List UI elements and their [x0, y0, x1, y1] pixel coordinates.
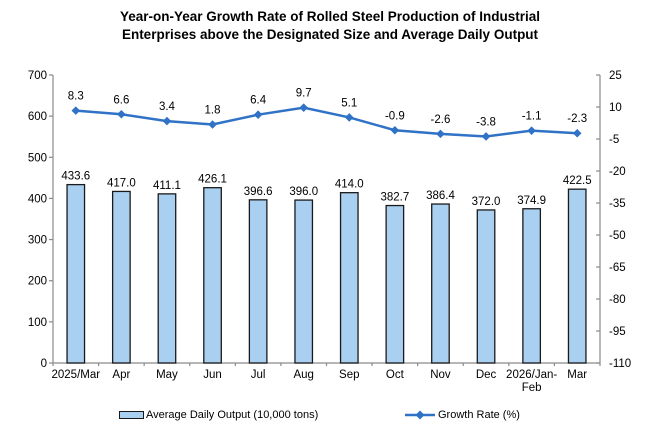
chart-title-line1: Year-on-Year Growth Rate of Rolled Steel…	[119, 9, 541, 24]
right-axis-tick-label: -110	[609, 358, 631, 370]
legend-item-average-daily-output: Average Daily Output (10,000 tons)	[119, 408, 318, 422]
line-value-label: -3.8	[476, 116, 496, 128]
bar-value-label: 417.0	[107, 177, 136, 189]
bar-6	[339, 192, 359, 364]
chart-title: Year-on-Year Growth Rate of Rolled Steel…	[0, 8, 660, 44]
x-axis-category-label: Jul	[251, 369, 266, 381]
bar-2	[157, 193, 177, 364]
right-axis-tick-label: -50	[609, 230, 626, 242]
left-axis-tick-label: 400	[28, 193, 47, 205]
left-axis-tick-label: 300	[28, 235, 47, 247]
line-value-label: 1.8	[205, 104, 221, 116]
x-axis-category-label: 2026/Jan-	[506, 369, 557, 381]
left-axis-tick-label: 500	[28, 152, 47, 164]
bar-9	[476, 209, 496, 364]
line-marker-2	[162, 116, 172, 126]
bar-1	[111, 190, 131, 364]
line-marker-5	[299, 103, 309, 112]
bar-value-label: 422.5	[563, 175, 592, 187]
x-axis-category-label: Oct	[386, 369, 405, 381]
line-value-label: -1.1	[522, 111, 542, 123]
legend-bar-label: Average Daily Output (10,000 tons)	[146, 409, 319, 421]
line-value-label: -0.9	[385, 110, 405, 122]
left-axis-tick-label: 0	[41, 358, 47, 370]
bar-0	[66, 183, 86, 364]
bar-value-label: 426.1	[198, 174, 227, 186]
bar-value-label: 382.7	[380, 192, 409, 204]
x-axis-category-label: Nov	[430, 369, 451, 381]
bar-value-label: 396.0	[289, 186, 318, 198]
bar-10	[522, 208, 542, 364]
bar-8	[431, 203, 450, 364]
x-axis-category-label: Mar	[567, 369, 587, 381]
bar-value-label: 414.0	[335, 179, 364, 191]
x-axis-category-label: 2025/Mar	[51, 369, 100, 381]
right-axis-tick-label: -80	[609, 294, 626, 306]
line-marker-0	[71, 106, 81, 115]
bar-5	[294, 199, 314, 364]
bar-7	[385, 204, 405, 364]
bar-value-label: 386.4	[426, 190, 455, 202]
left-axis-tick-label: 600	[28, 111, 47, 123]
line-marker-8	[436, 129, 445, 139]
right-axis-tick-label: -95	[609, 326, 626, 338]
bar-4	[248, 199, 268, 364]
legend-line-label: Growth Rate (%)	[438, 409, 520, 421]
x-axis-category-label: Jun	[203, 369, 222, 381]
growth-rate-line	[75, 106, 578, 138]
x-axis-category-label: Apr	[112, 369, 130, 381]
line-marker-6	[344, 113, 354, 122]
line-marker-11	[572, 128, 582, 138]
line-value-label: 6.6	[113, 94, 129, 106]
bar-value-label: 374.9	[517, 195, 546, 207]
line-series-swatch-icon	[405, 410, 435, 420]
x-axis-category-label: Feb	[522, 382, 542, 394]
left-axis-tick-label: 200	[28, 276, 47, 288]
right-axis-tick-label: -20	[609, 166, 626, 178]
line-marker-9	[481, 132, 491, 141]
right-axis-tick-label: -5	[609, 134, 619, 146]
line-marker-7	[390, 125, 400, 135]
right-axis-tick-label: -35	[609, 198, 626, 210]
line-value-label: 8.3	[68, 91, 84, 103]
line-value-label: -2.3	[567, 113, 587, 125]
left-axis-tick-label: 100	[28, 317, 47, 329]
bar-series-swatch-icon	[119, 411, 144, 419]
chart-title-line2: Enterprises above the Designated Size an…	[121, 27, 539, 42]
legend-item-growth-rate: Growth Rate (%)	[404, 408, 520, 422]
bar-value-label: 372.0	[472, 196, 501, 208]
right-axis-tick-label: 25	[609, 70, 622, 82]
line-marker-4	[253, 110, 263, 119]
x-axis-category-label: Dec	[476, 369, 497, 381]
x-axis-category-label: May	[156, 369, 178, 381]
line-value-label: -2.6	[431, 114, 451, 126]
left-axis-tick-label: 700	[28, 70, 47, 82]
right-axis-tick-label: 10	[609, 102, 622, 114]
line-value-label: 5.1	[341, 97, 357, 109]
line-value-label: 6.4	[250, 95, 267, 107]
bar-value-label: 396.6	[244, 186, 273, 198]
bar-11	[567, 188, 587, 364]
line-value-label: 9.7	[296, 88, 312, 100]
line-value-label: 3.4	[159, 101, 176, 113]
line-marker-1	[117, 109, 126, 119]
bar-value-label: 411.1	[153, 180, 181, 192]
line-marker-10	[527, 126, 536, 135]
bar-value-label: 433.6	[61, 171, 90, 183]
line-marker-3	[208, 120, 217, 129]
x-axis-category-label: Sep	[339, 369, 359, 381]
x-axis-category-label: Aug	[293, 369, 313, 381]
bar-3	[203, 187, 222, 364]
right-axis-tick-label: -65	[609, 262, 626, 274]
